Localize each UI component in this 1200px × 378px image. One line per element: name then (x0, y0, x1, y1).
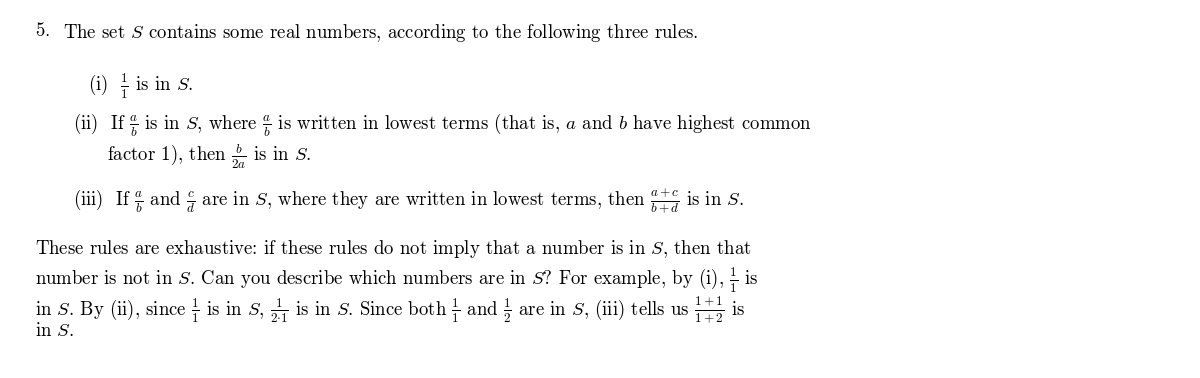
Text: in $S$.: in $S$. (35, 322, 74, 340)
Text: in $S$. By (ii), since $\frac{1}{1}$ is in $S$, $\frac{1}{2{\cdot}1}$ is in $S$.: in $S$. By (ii), since $\frac{1}{1}$ is … (35, 294, 745, 325)
Text: factor 1), then $\frac{b}{2a}$ is in $S$.: factor 1), then $\frac{b}{2a}$ is in $S$… (107, 142, 311, 171)
Text: The set $S$ contains some real numbers, according to the following three rules.: The set $S$ contains some real numbers, … (64, 22, 698, 44)
Text: (iii)  If $\frac{a}{b}$ and $\frac{c}{d}$ are in $S$, where they are written in : (iii) If $\frac{a}{b}$ and $\frac{c}{d}$… (73, 185, 744, 215)
Text: (i)  $\frac{1}{1}$ is in $S$.: (i) $\frac{1}{1}$ is in $S$. (88, 72, 193, 101)
Text: number is not in $S$. Can you describe which numbers are in $S$? For example, by: number is not in $S$. Can you describe w… (35, 266, 758, 296)
Text: (ii)  If $\frac{a}{b}$ is in $S$, where $\frac{a}{b}$ is written in lowest terms: (ii) If $\frac{a}{b}$ is in $S$, where $… (73, 112, 811, 139)
Text: These rules are exhaustive: if these rules do not imply that a number is in $S$,: These rules are exhaustive: if these rul… (35, 238, 751, 260)
Text: $\mathbf{5.}$: $\mathbf{5.}$ (35, 22, 50, 40)
